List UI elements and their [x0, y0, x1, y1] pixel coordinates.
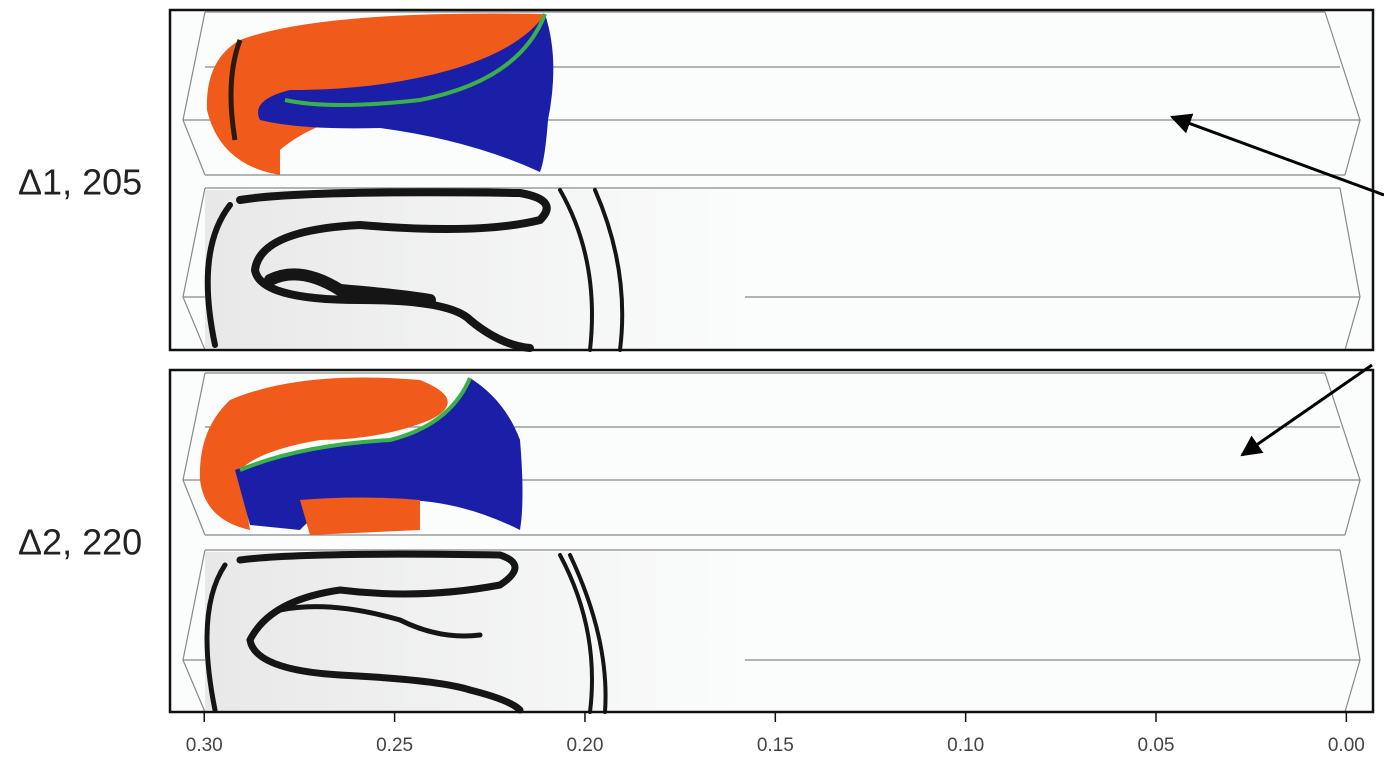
x-tick-label: 0.15: [757, 735, 794, 756]
x-tick-label: 0.20: [566, 735, 603, 756]
x-tick-label: 0.25: [376, 735, 413, 756]
simulation-render-gray: [205, 190, 745, 350]
x-tick-label: 0.30: [186, 735, 223, 756]
x-tick-label: 0.10: [947, 735, 984, 756]
x-axis: 0.30 0.25 0.20 0.15 0.10 0.05 0.00: [170, 712, 1373, 756]
panel-1: [170, 10, 1373, 350]
panel-label: Δ2, 220: [18, 522, 142, 563]
panel-label: Δ1, 205: [18, 162, 142, 203]
x-tick-label: 0.05: [1138, 735, 1175, 756]
x-tick-label: 0.00: [1328, 735, 1365, 756]
figure: Δ1, 205 Δ2, 220 0.30 0.25 0.20 0.15 0.10 0.05…: [0, 0, 1384, 765]
panel-2: [170, 370, 1373, 712]
simulation-render-gray: [205, 552, 745, 712]
simulation-render-color: [200, 378, 523, 536]
